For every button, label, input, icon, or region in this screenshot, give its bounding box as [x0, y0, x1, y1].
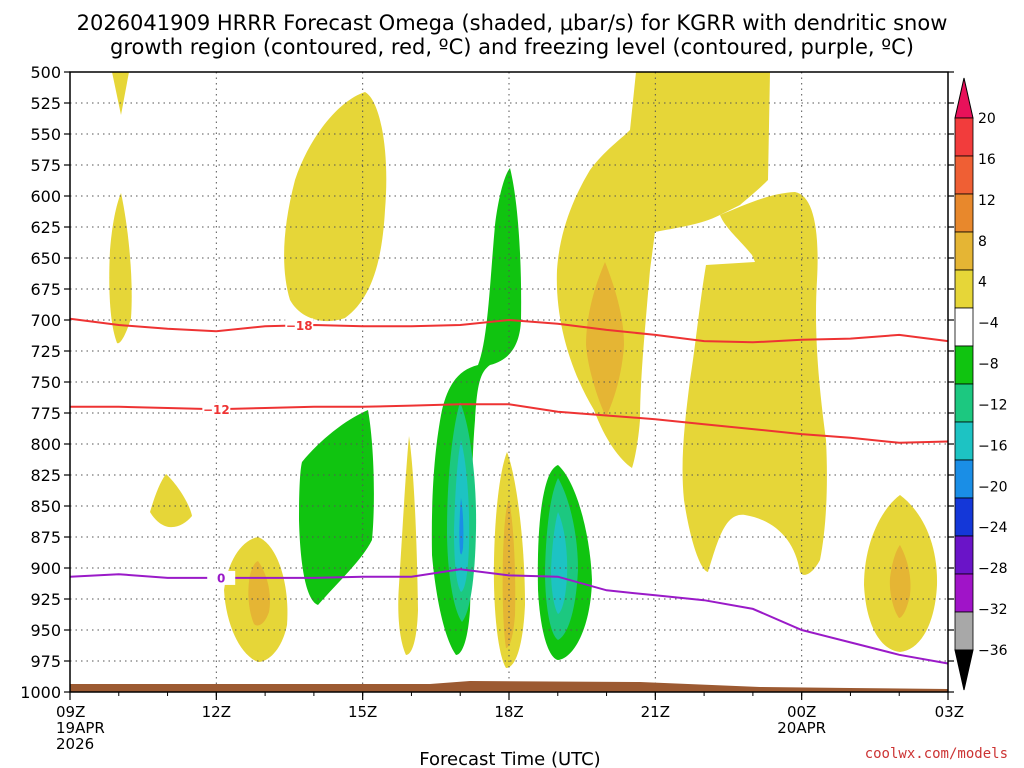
contour-line-0 — [69, 317, 949, 344]
colorbar-band-8 — [954, 421, 974, 461]
y-tick-label-675: 675 — [30, 280, 61, 299]
colorbar-band-6 — [954, 345, 974, 385]
omega-region-yellow-6 — [398, 436, 418, 655]
contour-label-1: −12 — [203, 403, 230, 417]
y-tick-label-875: 875 — [30, 528, 61, 547]
y-tick-label-625: 625 — [30, 218, 61, 237]
colorbar-band-12 — [954, 573, 974, 613]
contour-label-bg-0 — [285, 318, 314, 333]
colorbar-band-4 — [954, 269, 974, 309]
y-tick-label-500: 500 — [30, 63, 61, 82]
omega-shading — [109, 72, 938, 668]
y-tick-label-575: 575 — [30, 156, 61, 175]
colorbar: 20 16 12 8 4 −4 −8 −12 −16 −20 −24 −28 −32 −36 — [954, 77, 1008, 691]
omega-region-yellow-2 — [109, 193, 132, 344]
colorbar-label-8: −16 — [978, 438, 1008, 454]
x-tick-year-09Z: 2026 — [56, 735, 94, 753]
contour-label-bg-2 — [207, 570, 236, 585]
colorbar-label-12: −32 — [978, 602, 1008, 618]
chart-title-line2: growth region (contoured, red, ºC) and f… — [110, 35, 914, 59]
y-tick-label-750: 750 — [30, 373, 61, 392]
x-axis-title: Forecast Time (UTC) — [419, 749, 600, 768]
chart-title-line1: 2026041909 HRRR Forecast Omega (shaded, … — [77, 11, 948, 35]
y-tick-label-550: 550 — [30, 125, 61, 144]
y-axis: 500 525 550 575 600 625 650 675 700 725 750 775 800 8… — [20, 63, 954, 702]
y-tick-label-800: 800 — [30, 435, 61, 454]
colorbar-band-7 — [954, 383, 974, 423]
x-tick-label-00Z: 00Z — [787, 703, 816, 721]
omega-region-green-1 — [299, 410, 374, 605]
grid-lines — [70, 72, 948, 692]
credit-text: coolwx.com/models — [865, 746, 1008, 762]
y-tick-label-600: 600 — [30, 187, 61, 206]
y-tick-label-925: 925 — [30, 590, 61, 609]
contour-label-0: −18 — [286, 319, 313, 333]
x-tick-label-12Z: 12Z — [202, 703, 231, 721]
x-tick-label-09Z: 09Z — [56, 703, 85, 721]
y-tick-label-900: 900 — [30, 559, 61, 578]
colorbar-label-2: 12 — [978, 193, 996, 209]
colorbar-label-5: −4 — [978, 316, 999, 332]
colorbar-label-0: 20 — [978, 111, 996, 127]
y-tick-label-975: 975 — [30, 652, 61, 671]
x-tick-label-15Z: 15Z — [348, 703, 377, 721]
y-tick-label-825: 825 — [30, 466, 61, 485]
omega-region-yellow-3 — [284, 92, 387, 322]
x-tick-label-03Z: 03Z — [935, 703, 964, 721]
colorbar-band-1 — [954, 155, 974, 195]
contour-label-2: 0 — [217, 571, 225, 585]
colorbar-label-11: −28 — [978, 561, 1008, 577]
colorbar-band-0 — [954, 117, 974, 157]
colorbar-top-triangle — [954, 77, 974, 119]
contour-label-bg-1 — [202, 402, 231, 417]
temperature-contours: −18 −12 0 — [69, 317, 949, 665]
colorbar-band-9 — [954, 459, 974, 499]
y-tick-label-525: 525 — [30, 94, 61, 113]
omega-region-blue-core — [459, 498, 464, 555]
colorbar-label-4: 4 — [978, 275, 987, 291]
x-tick-label-21Z: 21Z — [641, 703, 670, 721]
y-tick-label-650: 650 — [30, 249, 61, 268]
y-tick-label-700: 700 — [30, 311, 61, 330]
colorbar-label-1: 16 — [978, 152, 996, 168]
y-tick-label-1000: 1000 — [20, 683, 61, 702]
x-tick-sublabel-00Z: 20APR — [777, 719, 826, 737]
colorbar-band-10 — [954, 497, 974, 537]
y-tick-label-725: 725 — [30, 342, 61, 361]
colorbar-label-13: −36 — [978, 643, 1008, 659]
y-tick-label-850: 850 — [30, 497, 61, 516]
x-tick-label-18Z: 18Z — [494, 703, 523, 721]
colorbar-band-2 — [954, 193, 974, 233]
omega-region-orange-2 — [586, 262, 624, 417]
colorbar-label-10: −24 — [978, 520, 1008, 536]
colorbar-label-7: −12 — [978, 397, 1008, 413]
colorbar-band-13 — [954, 611, 974, 651]
colorbar-band-11 — [954, 535, 974, 575]
omega-region-yellow-1 — [112, 72, 129, 115]
colorbar-bottom-triangle — [954, 649, 974, 691]
colorbar-label-9: −20 — [978, 479, 1008, 495]
colorbar-band-5 — [954, 307, 974, 347]
y-tick-label-950: 950 — [30, 621, 61, 640]
y-tick-label-775: 775 — [30, 404, 61, 423]
colorbar-band-3 — [954, 231, 974, 271]
terrain-fill — [70, 681, 948, 692]
colorbar-label-6: −8 — [978, 357, 999, 373]
omega-region-orange-4 — [889, 545, 911, 618]
colorbar-label-3: 8 — [978, 234, 987, 250]
omega-region-yellow-4 — [150, 474, 192, 528]
x-tick-sublabel-09Z: 19APR — [56, 719, 105, 737]
omega-region-yellow-9 — [682, 192, 827, 575]
